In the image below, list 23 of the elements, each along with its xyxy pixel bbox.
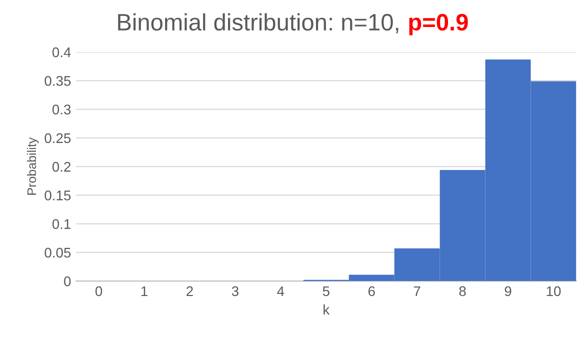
y-axis-title: Probability <box>26 137 39 195</box>
x-tick-label: 6 <box>368 286 375 296</box>
x-tick-label: 0 <box>95 286 102 296</box>
y-tick-label: 0.15 <box>44 190 71 200</box>
y-tick-label: 0.1 <box>52 219 71 229</box>
y-tick-label: 0.25 <box>44 133 71 144</box>
y-tick-label: 0.2 <box>52 162 70 172</box>
y-tick-label: 0.35 <box>44 76 71 86</box>
x-tick-label: 3 <box>232 286 238 296</box>
x-tick-label: 9 <box>504 286 512 296</box>
y-tick-label: 0.4 <box>52 47 71 58</box>
x-tick-label: 4 <box>277 286 284 296</box>
y-tick-label: 0.3 <box>52 104 71 114</box>
y-tick-label: 0 <box>64 276 71 286</box>
y-tick-label: 0.05 <box>44 248 71 258</box>
x-tick-label: 10 <box>546 286 561 296</box>
x-tick-label: 1 <box>141 286 148 296</box>
x-tick-label: 8 <box>459 286 466 296</box>
chart-title: Binomial distribution: n=10, p=0.9 <box>118 13 468 36</box>
x-axis-title: k <box>324 304 330 314</box>
x-tick-label: 2 <box>186 286 193 296</box>
x-tick-label: 7 <box>414 286 420 296</box>
x-tick-label: 5 <box>322 286 330 296</box>
